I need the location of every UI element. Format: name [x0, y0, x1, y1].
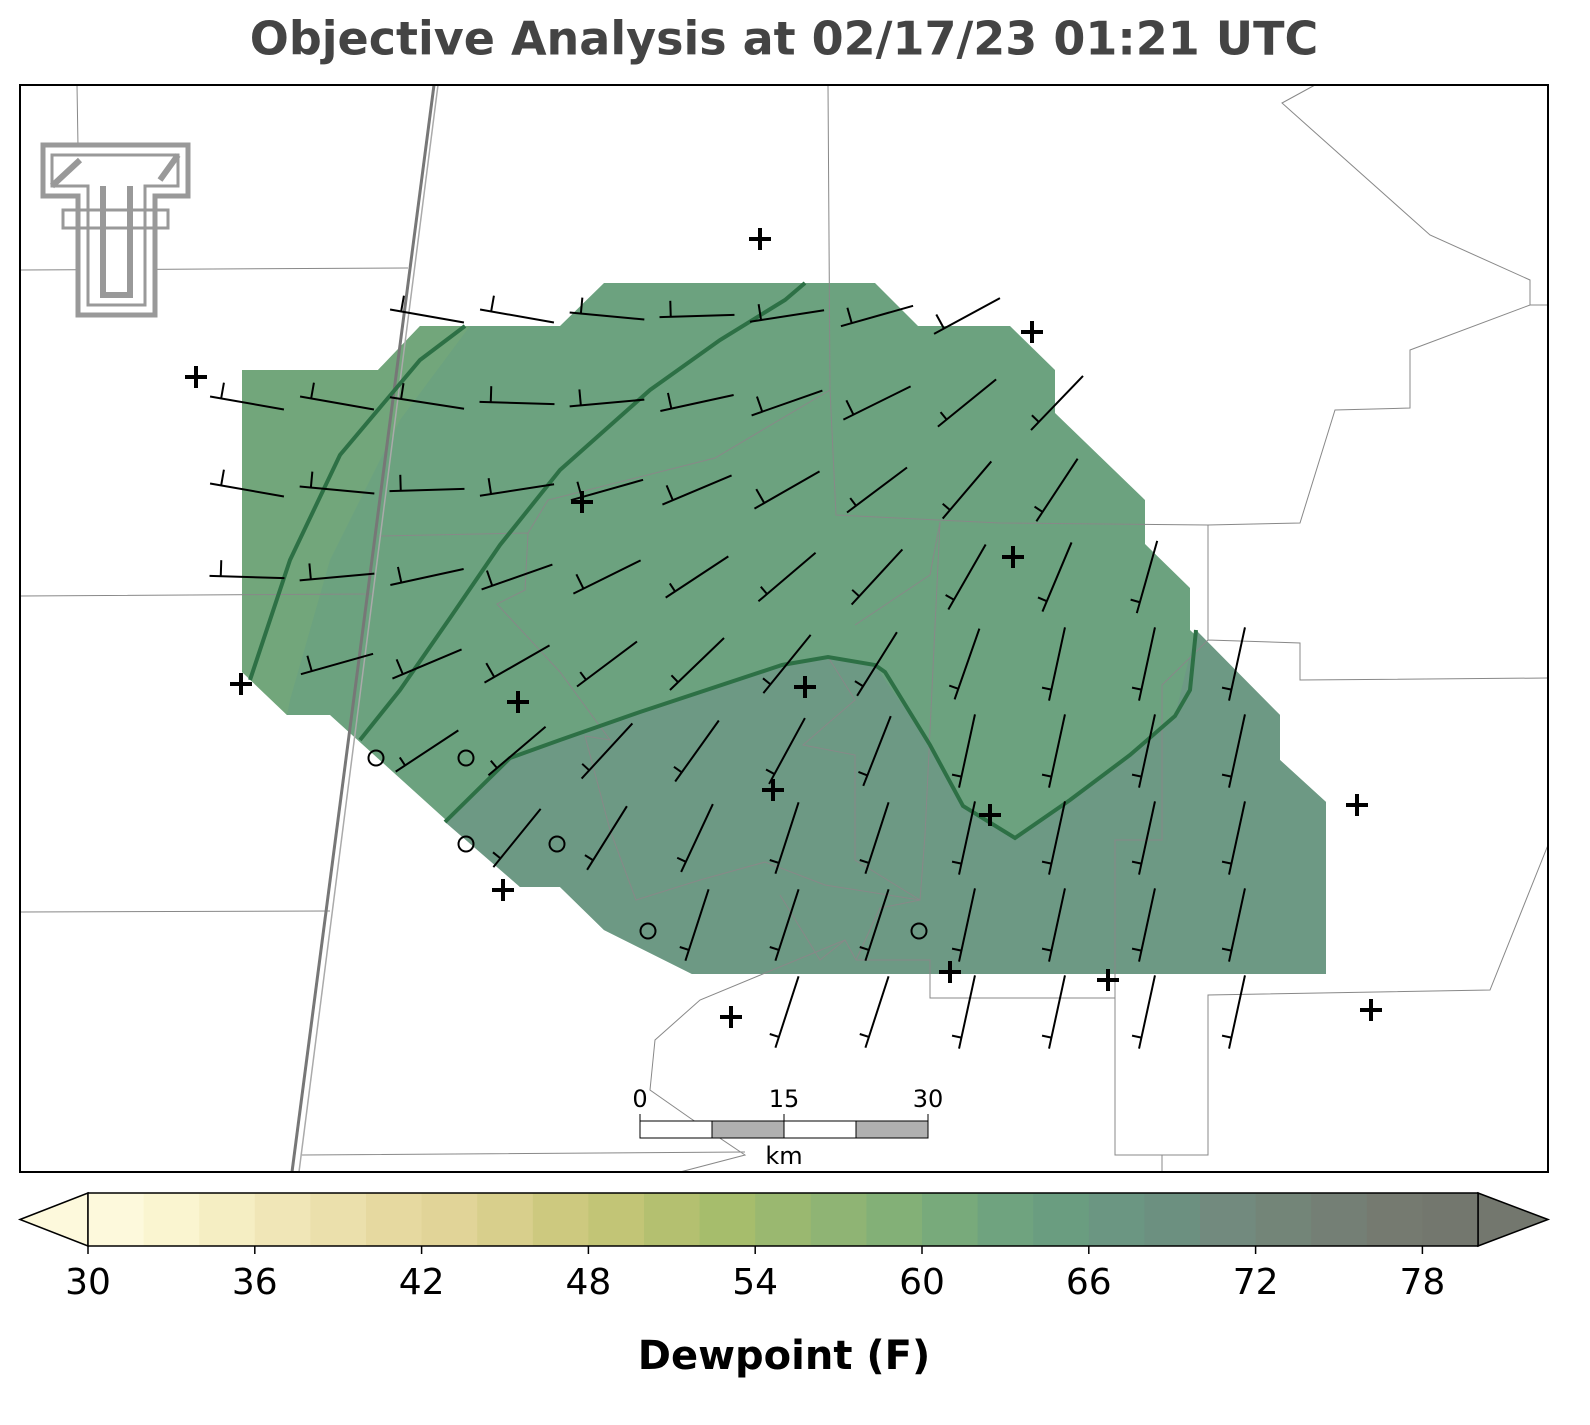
- colorbar-label: Dewpoint (F): [638, 1333, 931, 1379]
- barb-flag: [221, 560, 222, 576]
- map: 0 15 30 km: [20, 85, 1548, 1172]
- colorbar-segment: [477, 1193, 533, 1246]
- colorbar-segment: [533, 1193, 589, 1246]
- scale-bar-unit: km: [765, 1142, 802, 1170]
- colorbar-segment: [1256, 1193, 1312, 1246]
- colorbar-segment: [255, 1193, 311, 1246]
- colorbar-tick-label: 30: [65, 1262, 111, 1303]
- scale-bar-segment: [640, 1121, 712, 1138]
- colorbar-segment: [588, 1193, 644, 1246]
- colorbar-segment: [422, 1193, 478, 1246]
- scale-bar-label: 30: [913, 1085, 944, 1113]
- colorbar-segment: [1367, 1193, 1423, 1246]
- colorbar-segment: [700, 1193, 756, 1246]
- colorbar-tick-label: 54: [732, 1262, 778, 1303]
- colorbar-segment: [366, 1193, 422, 1246]
- colorbar-segment: [866, 1193, 922, 1246]
- colorbar: 30 36 42 48 54 60 66 72 78: [20, 1193, 1548, 1303]
- colorbar-segment: [144, 1193, 200, 1246]
- colorbar-segment: [1033, 1193, 1089, 1246]
- colorbar-segment: [1089, 1193, 1145, 1246]
- scale-bar-segment: [712, 1121, 784, 1138]
- colorbar-tick-label: 72: [1233, 1262, 1279, 1303]
- colorbar-segment: [1311, 1193, 1367, 1246]
- colorbar-segment: [755, 1193, 811, 1246]
- scale-bar-label: 0: [632, 1085, 647, 1113]
- colorbar-tick-label: 78: [1399, 1262, 1445, 1303]
- colorbar-segment: [310, 1193, 366, 1246]
- colorbar-tick-label: 42: [399, 1262, 445, 1303]
- colorbar-extend-low: [20, 1193, 88, 1246]
- colorbar-segment: [811, 1193, 867, 1246]
- colorbar-segment: [1144, 1193, 1200, 1246]
- colorbar-tick-label: 36: [232, 1262, 278, 1303]
- colorbar-tick-label: 66: [1066, 1262, 1112, 1303]
- barb-flag: [491, 386, 492, 402]
- colorbar-segment: [1422, 1193, 1478, 1246]
- title: Objective Analysis at 02/17/23 01:21 UTC: [250, 12, 1319, 66]
- colorbar-segment: [644, 1193, 700, 1246]
- colorbar-extend-high: [1478, 1193, 1548, 1246]
- colorbar-tick-label: 60: [899, 1262, 945, 1303]
- colorbar-segment: [978, 1193, 1034, 1246]
- scale-bar-label: 15: [769, 1085, 800, 1113]
- colorbar-tick-label: 48: [565, 1262, 611, 1303]
- colorbar-segment: [88, 1193, 144, 1246]
- colorbar-segment: [199, 1193, 255, 1246]
- scale-bar-segment: [784, 1121, 856, 1138]
- colorbar-segment: [1200, 1193, 1256, 1246]
- colorbar-segment: [922, 1193, 978, 1246]
- scale-bar-segment: [856, 1121, 928, 1138]
